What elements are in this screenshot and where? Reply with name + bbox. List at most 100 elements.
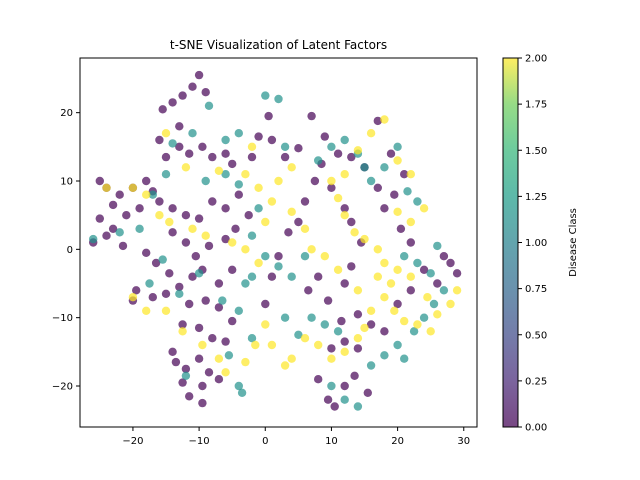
scatter-point (201, 88, 210, 97)
scatter-point (340, 204, 349, 213)
scatter-point (386, 279, 396, 288)
scatter-point (191, 252, 200, 261)
scatter-point (340, 170, 349, 179)
scatter-point (247, 142, 257, 151)
scatter-point (188, 224, 197, 233)
y-tick-label: −20 (52, 382, 73, 393)
scatter-point (168, 347, 177, 356)
scatter-point (115, 228, 124, 237)
scatter-point (161, 289, 171, 298)
scatter-point (347, 217, 356, 227)
scatter-point (406, 286, 415, 295)
scatter-point (181, 211, 191, 220)
scatter-point (340, 211, 349, 220)
scatter-point (429, 299, 439, 309)
scatter-point (214, 279, 224, 288)
scatter-point (366, 306, 376, 315)
scatter-point (234, 129, 243, 138)
scatter-point (234, 190, 243, 199)
scatter-point (181, 238, 191, 247)
scatter-point (194, 269, 204, 278)
scatter-point (380, 258, 389, 268)
scatter-point (426, 269, 435, 278)
scatter-point (234, 180, 243, 189)
scatter-point (151, 258, 161, 268)
scatter-point (185, 149, 194, 158)
scatter-point (353, 344, 363, 353)
scatter-point (353, 334, 363, 343)
y-tick-label: 10 (60, 177, 73, 188)
scatter-point (304, 286, 313, 295)
scatter-point (340, 347, 349, 356)
scatter-point (294, 144, 303, 153)
scatter-point (300, 197, 310, 206)
scatter-point (108, 200, 118, 210)
scatter-point (261, 217, 270, 227)
scatter-point (280, 152, 290, 162)
scatter-point (393, 340, 402, 350)
scatter-point (366, 320, 376, 329)
scatter-point (380, 163, 389, 172)
scatter-point (446, 299, 455, 309)
scatter-point (294, 330, 303, 339)
scatter-point (340, 135, 349, 145)
scatter-point (300, 224, 310, 233)
scatter-point (155, 135, 164, 145)
scatter-point (274, 176, 283, 186)
scatter-point (400, 170, 409, 179)
scatter-point (433, 241, 442, 251)
scatter-point (204, 368, 214, 377)
scatter-point (353, 402, 363, 411)
scatter-point (267, 197, 277, 206)
colorbar-label: Disease Class (568, 208, 579, 277)
scatter-point (142, 248, 151, 257)
scatter-point (353, 286, 363, 295)
scatter-point (181, 163, 191, 172)
scatter-point (393, 207, 402, 216)
scatter-point (300, 252, 310, 261)
scatter-point (118, 241, 128, 251)
scatter-point (148, 190, 157, 199)
scatter-point (234, 381, 243, 391)
x-tick-label: 30 (457, 436, 470, 447)
scatter-point (423, 293, 432, 302)
scatter-point (181, 371, 191, 380)
colorbar-tick-label: 0.00 (525, 423, 547, 434)
scatter-point (340, 395, 349, 404)
scatter-point (247, 231, 257, 240)
scatter-point (320, 252, 329, 261)
scatter-point (386, 149, 396, 158)
x-axis: −20 −10 0 10 20 30 (122, 427, 470, 447)
scatter-point (320, 132, 329, 141)
scatter-point (419, 204, 429, 213)
scatter-point (380, 115, 389, 124)
scatter-point (350, 228, 359, 237)
scatter-point (171, 357, 181, 367)
scatter-point (327, 183, 336, 192)
scatter-point (208, 334, 217, 343)
scatter-point (188, 129, 197, 138)
colorbar (503, 58, 518, 427)
scatter-point (340, 279, 349, 288)
scatter-point (214, 375, 224, 384)
scatter-point (158, 105, 167, 114)
scatter-point (366, 129, 376, 138)
scatter-point (310, 176, 320, 186)
points-layer (89, 70, 462, 411)
colorbar-tick-label: 1.50 (525, 146, 547, 157)
scatter-point (366, 176, 376, 186)
scatter-point (142, 190, 151, 199)
scatter-point (168, 139, 177, 148)
scatter-point (280, 142, 290, 151)
x-tick-label: −20 (122, 436, 143, 447)
scatter-point (241, 170, 250, 179)
scatter-point (241, 279, 250, 288)
scatter-point (360, 163, 369, 172)
scatter-point (175, 282, 184, 292)
scatter-point (274, 252, 283, 261)
scatter-point (158, 255, 167, 264)
scatter-point (221, 135, 230, 145)
scatter-point (287, 354, 296, 363)
scatter-point (142, 306, 151, 315)
